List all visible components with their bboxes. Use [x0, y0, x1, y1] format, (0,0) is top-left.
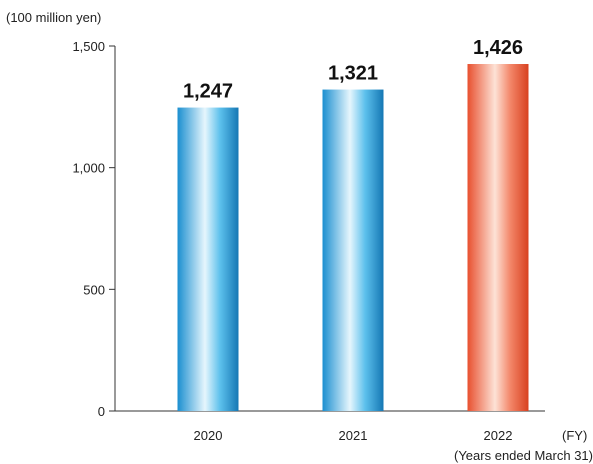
x-tick-label-2022: 2022: [484, 428, 513, 443]
y-axis-ticks: 0 500 1,000 1,500: [72, 39, 115, 419]
x-axis-unit-label: (FY): [562, 428, 587, 443]
x-tick-label-2021: 2021: [339, 428, 368, 443]
data-label-2020: 1,247: [183, 81, 233, 103]
bar-2022: [467, 64, 529, 412]
y-tick-label: 1,500: [72, 39, 105, 54]
y-tick-label: 500: [83, 282, 105, 297]
y-tick-label: 1,000: [72, 161, 105, 176]
footnote: (Years ended March 31): [454, 448, 593, 463]
bars-group: 1,247 1,321 1,426: [177, 37, 529, 412]
y-tick-label: 0: [98, 404, 105, 419]
x-tick-label-2020: 2020: [194, 428, 223, 443]
data-label-2021: 1,321: [328, 63, 378, 85]
data-label-2022: 1,426: [473, 37, 523, 59]
y-axis-unit-label: (100 million yen): [6, 10, 101, 25]
x-axis-labels: 2020 2021 2022: [194, 428, 513, 443]
bar-2021: [322, 89, 384, 411]
bar-2020: [177, 107, 239, 412]
